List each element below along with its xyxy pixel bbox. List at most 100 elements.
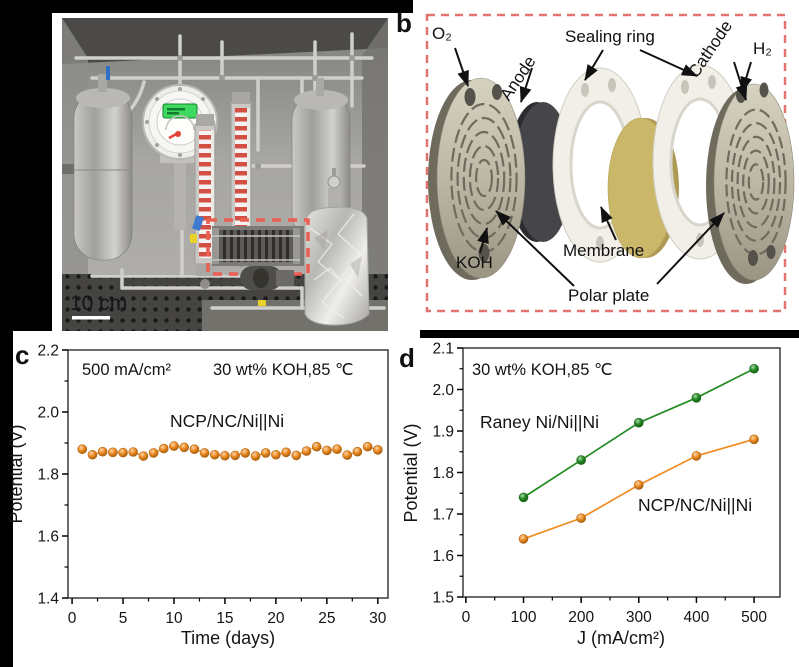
x-tick-label: 25 — [318, 610, 335, 627]
y-tick-label: 1.4 — [37, 591, 59, 608]
data-point — [271, 449, 281, 460]
data-point — [148, 448, 159, 458]
x-tick-label: 500 — [741, 609, 767, 626]
polar-plate-left — [428, 77, 526, 280]
plot-border — [67, 349, 389, 599]
data-point — [342, 450, 353, 460]
x-tick-label: 0 — [462, 609, 471, 626]
data-point — [189, 444, 200, 454]
data-point — [311, 441, 322, 452]
data-point — [158, 443, 169, 454]
series-line-Raney Ni/Ni||Ni — [523, 367, 755, 499]
h2-label: H₂ — [753, 39, 772, 58]
data-point — [749, 434, 759, 445]
panel-b-schematic — [425, 13, 795, 313]
foil-wrapped-vessel — [304, 168, 370, 326]
data-point — [250, 451, 261, 461]
frame-bar-under-panel-b — [420, 330, 799, 338]
data-point — [169, 441, 179, 451]
panel-d-orange-series-label: NCP/NC/Ni||Ni — [638, 495, 752, 515]
panel-d-yaxis-title: Potential (V) — [401, 423, 421, 522]
annotation-arrows — [454, 47, 753, 287]
chart-d: 0 100 200 300 400 500 1.5 1.6 1.7 1.8 1.9 2.0 2.1 30… — [401, 341, 781, 648]
frame-bar-top — [0, 0, 413, 13]
data-point — [633, 417, 644, 428]
data-point — [749, 363, 759, 374]
data-point — [138, 451, 149, 461]
polar-plate-label: Polar plate — [568, 286, 650, 305]
y-tick-label: 2.2 — [37, 343, 59, 360]
data-point — [518, 534, 529, 544]
y-tick-label: 2.1 — [432, 341, 454, 358]
x-tick-label: 15 — [216, 610, 233, 627]
left-gas-separator-tank — [62, 66, 133, 261]
plot-border — [462, 347, 781, 598]
y-tick-label: 1.7 — [432, 507, 454, 524]
x-tick-label: 200 — [568, 609, 594, 626]
electrolyzer-stack — [212, 226, 304, 266]
data-point — [518, 492, 529, 503]
y-tick-label: 1.6 — [432, 548, 454, 565]
y-tick-label: 1.6 — [37, 529, 59, 546]
data-point — [128, 447, 139, 457]
data-point — [179, 442, 189, 453]
blue-valve-handle — [192, 215, 204, 231]
data-point — [118, 447, 128, 458]
panel-c-current-density-annotation: 500 mA/cm² — [82, 361, 171, 379]
panel-b-letter: b — [396, 8, 412, 38]
data-point — [691, 392, 702, 403]
panel-d-electrolyte-annotation: 30 wt% KOH,85 ℃ — [472, 361, 613, 379]
data-point — [576, 455, 586, 465]
x-tick-label: 300 — [626, 609, 652, 626]
data-point — [199, 448, 210, 458]
x-tick-label: 20 — [267, 610, 285, 627]
data-point — [97, 446, 108, 457]
x-tick-label: 30 — [369, 610, 387, 627]
panel-d-green-series-label: Raney Ni/Ni||Ni — [480, 412, 599, 432]
panel-c-series-label: NCP/NC/Ni||Ni — [170, 411, 284, 431]
panel-c-electrolyte-annotation: 30 wt% KOH,85 ℃ — [213, 361, 354, 379]
data-point — [281, 447, 291, 458]
data-point — [322, 445, 332, 456]
data-point — [301, 446, 312, 456]
sealing-ring-label: Sealing ring — [565, 27, 655, 46]
panel-a-photo: 10 cm — [62, 18, 388, 331]
x-tick-label: 0 — [68, 610, 77, 627]
x-tick-label: 100 — [511, 609, 537, 626]
data-point — [691, 451, 702, 461]
panel-c-xaxis-title: Time (days) — [181, 628, 275, 648]
data-point — [230, 450, 240, 461]
circulation-pump — [240, 266, 294, 290]
yellow-tag-1 — [190, 234, 197, 243]
panel-d-letter: d — [399, 343, 415, 373]
membrane-label: Membrane — [563, 241, 645, 260]
y-tick-label: 1.5 — [432, 590, 454, 607]
panel-c-yaxis-title: Potential (V) — [6, 424, 26, 523]
data-point — [332, 444, 342, 454]
x-tick-label: 5 — [119, 610, 128, 627]
data-point — [373, 445, 383, 455]
data-point — [352, 446, 363, 457]
y-tick-label: 2.0 — [432, 382, 454, 399]
x-tick-label: 10 — [165, 610, 183, 627]
chamber-ceiling — [62, 18, 388, 64]
chamber-right-wall — [362, 18, 388, 331]
data-point — [260, 448, 271, 458]
o2-label: O₂ — [432, 24, 452, 43]
data-point — [576, 513, 586, 523]
data-point — [633, 480, 644, 490]
y-tick-label: 1.8 — [432, 465, 454, 482]
stack-highlight-box — [206, 218, 310, 276]
y-tick-label: 2.0 — [37, 405, 59, 422]
koh-label: KOH — [456, 253, 493, 272]
data-point — [362, 441, 373, 452]
scale-bar-line — [72, 316, 110, 320]
y-tick-label: 1.9 — [432, 424, 454, 441]
x-tick-label: 400 — [683, 609, 709, 626]
panel-d-xaxis-title: J (mA/cm²) — [577, 628, 665, 648]
data-point — [108, 447, 118, 458]
frame-block-top-left — [0, 0, 52, 331]
data-point — [220, 450, 230, 461]
yellow-tag-2 — [258, 300, 266, 306]
data-point — [87, 449, 98, 460]
